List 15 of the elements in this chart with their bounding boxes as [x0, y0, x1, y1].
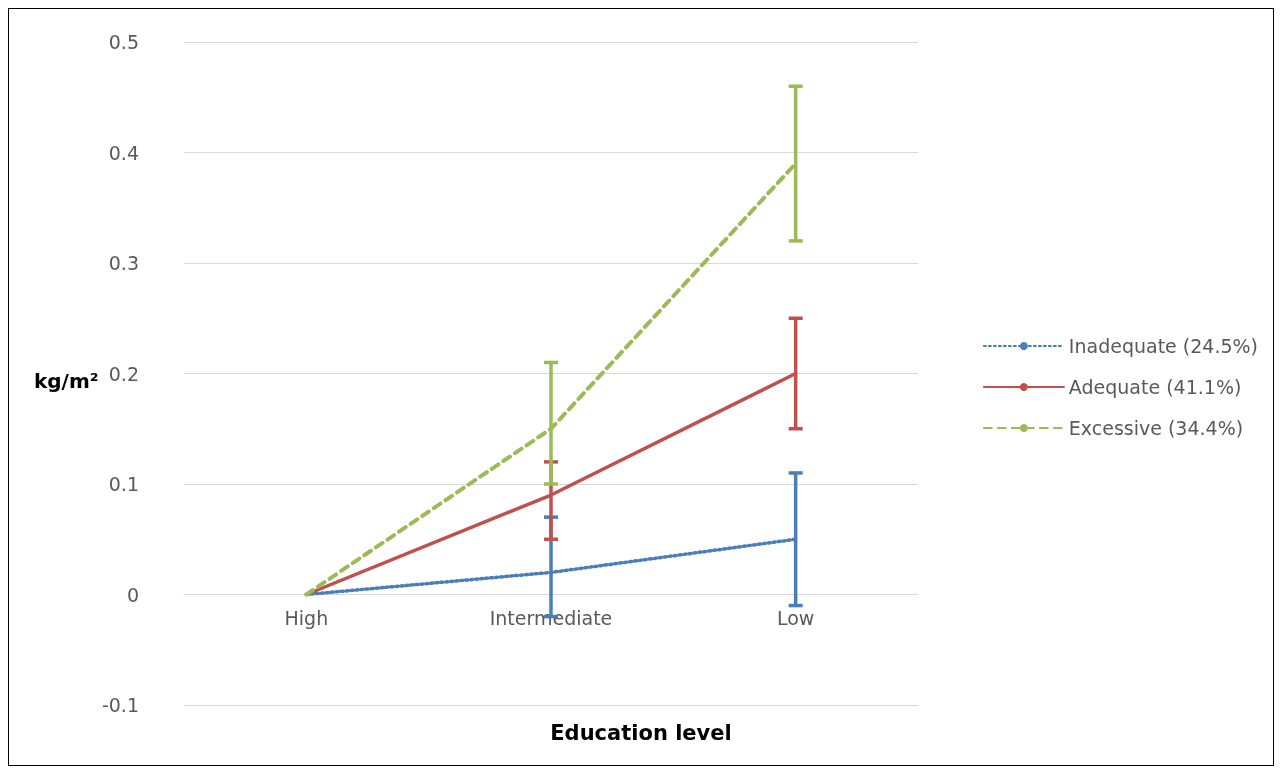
y-tick-label: 0.4	[108, 141, 139, 164]
x-tick-label: Low	[776, 607, 815, 629]
y-tick-label: 0	[126, 583, 139, 606]
legend-label: Inadequate (24.5%)	[1068, 335, 1259, 357]
x-tick-label: High	[284, 607, 329, 629]
y-tick-label: 0.3	[108, 252, 139, 274]
y-tick-label: 0.1	[108, 473, 139, 495]
y-axis-title: kg/m²	[34, 369, 99, 393]
y-tick-label: 0.5	[108, 31, 139, 53]
legend-label: Excessive (34.4%)	[1068, 417, 1244, 439]
legend-label: Adequate (41.1%)	[1068, 376, 1242, 398]
x-axis-title: Education level	[550, 720, 732, 745]
y-tick-label: -0.1	[101, 694, 139, 716]
y-tick-label: 0.2	[108, 362, 139, 385]
x-tick-label: Intermediate	[489, 607, 613, 629]
